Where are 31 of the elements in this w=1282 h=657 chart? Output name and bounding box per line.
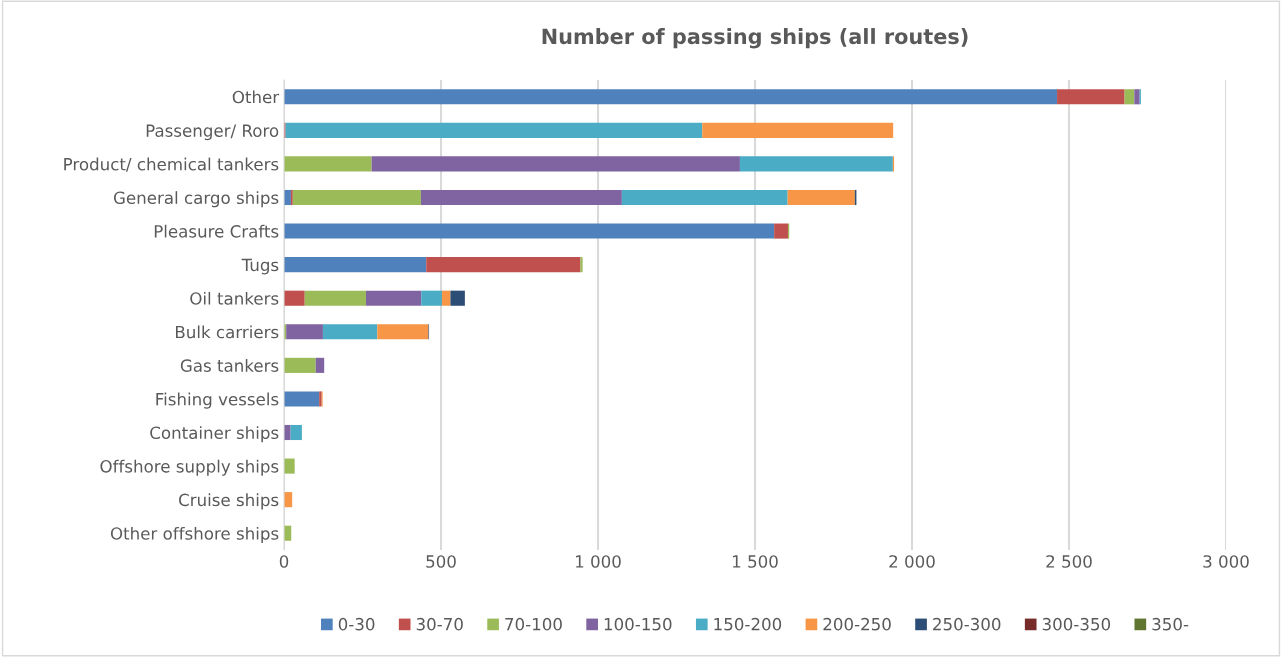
legend-label: 250-300 bbox=[933, 617, 1001, 631]
legend-label: 0-30 bbox=[338, 617, 375, 631]
legend-label: 300-350 bbox=[1042, 617, 1111, 631]
y-tick-label: Oil tankers bbox=[190, 291, 279, 305]
x-tick-label: 1 500 bbox=[732, 555, 778, 568]
legend-label: 100-150 bbox=[604, 617, 672, 631]
y-tick-label: Other bbox=[232, 90, 280, 104]
x-tick-label: 3 000 bbox=[1203, 555, 1249, 568]
y-tick-label: Container ships bbox=[150, 426, 279, 443]
y-tick-label: Passenger/ Roro bbox=[146, 124, 279, 141]
y-tick-label: Pleasure Crafts bbox=[154, 224, 279, 238]
x-tick-label: 1 000 bbox=[575, 555, 621, 568]
legend-label: 70-100 bbox=[505, 617, 562, 631]
y-tick-label: Fishing vessels bbox=[156, 392, 279, 409]
y-tick-label: Cruise ships bbox=[179, 493, 279, 510]
legend-label: 350- bbox=[1152, 617, 1189, 631]
y-tick-label: General cargo ships bbox=[113, 191, 279, 208]
x-tick-label: 0 bbox=[279, 555, 289, 568]
legend-label: 150-200 bbox=[714, 617, 782, 631]
x-tick-label: 500 bbox=[426, 555, 456, 568]
y-tick-label: Offshore supply ships bbox=[100, 459, 279, 476]
legend-label: 30-70 bbox=[416, 617, 463, 631]
y-tick-label: Gas tankers bbox=[180, 359, 279, 372]
legend-label: 200-250 bbox=[823, 617, 891, 631]
y-tick-label: Bulk carriers bbox=[175, 325, 279, 339]
chart-title: Number of passing ships (all routes) bbox=[542, 28, 968, 49]
y-tick-label: Tugs bbox=[241, 258, 279, 275]
x-tick-label: 2 500 bbox=[1046, 555, 1092, 568]
y-tick-label: Other offshore ships bbox=[110, 526, 279, 544]
x-tick-label: 2 000 bbox=[889, 555, 935, 568]
y-tick-label: Product/ chemical tankers bbox=[64, 157, 279, 172]
